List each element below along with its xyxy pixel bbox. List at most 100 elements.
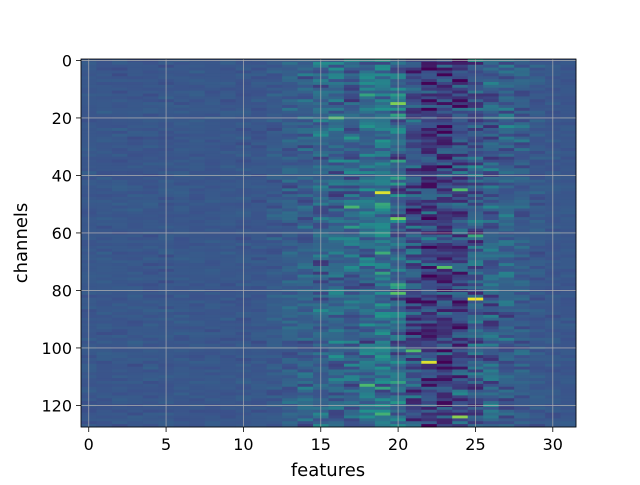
- heatmap-cell: [514, 128, 530, 132]
- heatmap-cell: [189, 82, 206, 86]
- heatmap-cell: [266, 335, 283, 339]
- heatmap-cell: [266, 378, 283, 382]
- heatmap-cell: [483, 179, 500, 184]
- heatmap-cell: [127, 234, 144, 238]
- heatmap-cell: [251, 188, 268, 192]
- heatmap-cell: [189, 105, 206, 109]
- heatmap-cell: [421, 303, 438, 307]
- heatmap-cell: [251, 73, 268, 77]
- heatmap-cell: [189, 142, 206, 146]
- heatmap-cell: [111, 263, 128, 267]
- heatmap-cell: [452, 360, 469, 365]
- heatmap-cell: [405, 409, 422, 414]
- heatmap-cell: [96, 369, 113, 373]
- heatmap-cell: [483, 306, 500, 310]
- heatmap-cell: [452, 418, 469, 422]
- heatmap-cell: [189, 415, 206, 419]
- heatmap-cell: [343, 329, 360, 333]
- heatmap-cell: [328, 401, 345, 405]
- heatmap-cell: [328, 214, 345, 218]
- heatmap-cell: [111, 185, 128, 189]
- heatmap-cell: [266, 128, 283, 132]
- heatmap-cell: [405, 418, 422, 422]
- heatmap-cell: [328, 220, 345, 224]
- heatmap-cell: [436, 87, 453, 92]
- heatmap-cell: [220, 291, 237, 296]
- heatmap-cell: [529, 263, 546, 267]
- heatmap-cell: [405, 312, 422, 316]
- heatmap-cell: [343, 197, 360, 201]
- heatmap-cell: [436, 314, 453, 319]
- heatmap-cell: [142, 188, 159, 192]
- heatmap-cell: [220, 102, 237, 106]
- heatmap-cell: [142, 383, 159, 388]
- heatmap-cell: [173, 153, 190, 158]
- heatmap-cell: [127, 67, 144, 71]
- heatmap-cell: [560, 182, 577, 186]
- heatmap-cell: [405, 323, 422, 327]
- heatmap-cell: [111, 286, 128, 290]
- heatmap-cell: [514, 234, 530, 238]
- heatmap-cell: [514, 424, 530, 428]
- heatmap-cell: [359, 314, 376, 319]
- heatmap-cell: [189, 366, 206, 370]
- heatmap-cell: [343, 110, 360, 115]
- heatmap-cell: [251, 406, 268, 411]
- heatmap-cell: [421, 271, 438, 276]
- heatmap-cell: [251, 283, 268, 287]
- heatmap-cell: [189, 274, 206, 278]
- heatmap-cell: [96, 326, 113, 330]
- heatmap-cell: [142, 386, 159, 391]
- heatmap-cell: [127, 360, 144, 365]
- heatmap-cell: [282, 222, 298, 227]
- heatmap-cell: [111, 283, 128, 287]
- heatmap-cell: [374, 159, 391, 163]
- heatmap-cell: [96, 340, 113, 345]
- heatmap-cell: [560, 248, 577, 253]
- heatmap-cell: [204, 280, 221, 284]
- heatmap-cell: [297, 139, 314, 143]
- heatmap-cell: [374, 182, 391, 186]
- heatmap-cell: [405, 176, 422, 181]
- heatmap-cell: [421, 280, 438, 284]
- heatmap-cell: [189, 165, 206, 169]
- heatmap-cell: [204, 145, 221, 149]
- heatmap-cell: [266, 179, 283, 184]
- heatmap-cell: [405, 317, 422, 322]
- heatmap-cell: [96, 151, 113, 155]
- heatmap-cell: [421, 375, 438, 379]
- heatmap-cell: [96, 257, 113, 261]
- heatmap-cell: [343, 142, 360, 146]
- heatmap-cell: [127, 73, 144, 77]
- heatmap-cell: [251, 107, 268, 112]
- x-tick-label: 10: [233, 435, 253, 454]
- heatmap-cell: [421, 245, 438, 250]
- heatmap-cell: [127, 156, 144, 161]
- heatmap-cell: [142, 130, 159, 135]
- heatmap-cell: [560, 369, 577, 373]
- heatmap-cell: [436, 130, 453, 135]
- heatmap-cell: [343, 291, 360, 296]
- heatmap-cell: [514, 409, 530, 414]
- heatmap-cell: [189, 418, 206, 422]
- heatmap-cell: [96, 418, 113, 422]
- y-tick-label: 120: [41, 396, 72, 415]
- heatmap-cell: [282, 358, 298, 362]
- heatmap-cell: [204, 268, 221, 273]
- heatmap-cell: [421, 145, 438, 149]
- heatmap-cell: [436, 412, 453, 416]
- heatmap-cell: [498, 409, 515, 414]
- plot-frame: [80, 58, 577, 428]
- heatmap-cell: [111, 303, 128, 307]
- heatmap-cell: [359, 61, 376, 66]
- heatmap-cell: [251, 113, 268, 117]
- heatmap-cell: [343, 335, 360, 339]
- heatmap-cell: [266, 286, 283, 290]
- heatmap-cell: [343, 366, 360, 370]
- heatmap-cell: [297, 125, 314, 129]
- heatmap-cell: [483, 102, 500, 106]
- heatmap-cell: [127, 214, 144, 218]
- heatmap-cell: [96, 76, 113, 80]
- heatmap-cell: [173, 208, 190, 212]
